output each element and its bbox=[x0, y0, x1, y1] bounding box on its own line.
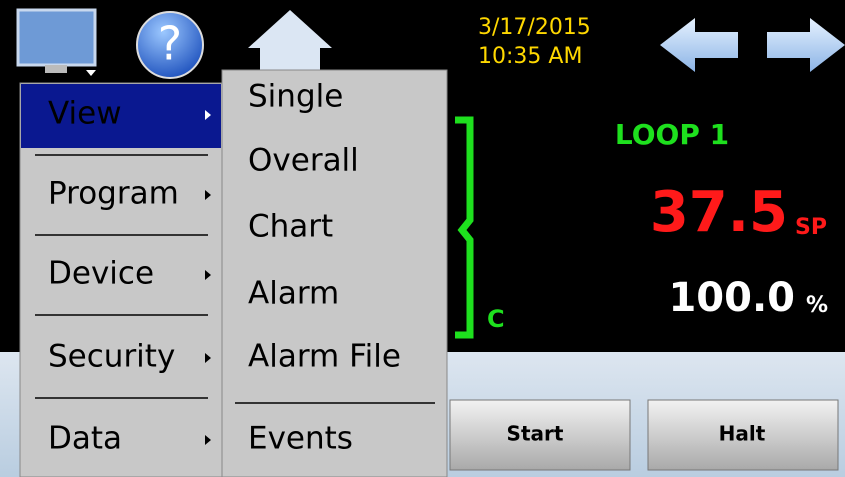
unit: C bbox=[487, 305, 505, 333]
menu-items: View Program Device Security Data bbox=[35, 96, 211, 457]
submenu-item[interactable]: Events bbox=[248, 421, 353, 457]
home-icon bbox=[248, 10, 332, 80]
menu-item[interactable]: View bbox=[48, 96, 122, 132]
submenu-arrow bbox=[205, 353, 211, 363]
button-label: Start bbox=[507, 422, 564, 446]
submenu-item[interactable]: Overall bbox=[248, 143, 359, 179]
bar-bracket bbox=[455, 116, 474, 339]
output: 100.0 bbox=[668, 275, 795, 321]
back-arrow[interactable] bbox=[660, 18, 738, 72]
help-circle bbox=[136, 11, 204, 79]
time: 10:35 AM bbox=[478, 44, 582, 69]
menu-panel bbox=[19, 82, 223, 477]
setpoint-label: SP bbox=[795, 215, 827, 240]
submenu-arrow bbox=[205, 270, 211, 280]
halt-button[interactable]: Halt bbox=[647, 399, 839, 471]
submenu-item[interactable]: Chart bbox=[248, 209, 333, 245]
menu-item[interactable]: Device bbox=[48, 256, 154, 292]
submenu-items: Single Overall Chart Alarm Alarm File Events bbox=[248, 79, 401, 457]
dropdown-arrow bbox=[86, 70, 96, 76]
submenu-item[interactable]: Alarm File bbox=[248, 339, 401, 375]
submenu-arrow bbox=[205, 435, 211, 445]
menu-highlight bbox=[21, 84, 221, 148]
monitor-stand bbox=[45, 65, 67, 73]
start-button[interactable]: Start bbox=[449, 399, 631, 471]
setpoint: 37.5 bbox=[650, 180, 788, 245]
monitor-icon[interactable] bbox=[16, 8, 97, 76]
output-unit: % bbox=[806, 293, 828, 318]
button-face bbox=[647, 399, 839, 471]
monitor-screen bbox=[16, 8, 97, 67]
submenu-panel bbox=[221, 69, 448, 477]
submenu-item[interactable]: Single bbox=[248, 79, 343, 115]
help-glyph: ? bbox=[158, 17, 182, 71]
button-face bbox=[449, 399, 631, 471]
home-button[interactable] bbox=[248, 10, 332, 80]
help-button[interactable]: ? bbox=[136, 11, 204, 79]
menu-item[interactable]: Security bbox=[48, 339, 175, 375]
menu-item[interactable]: Data bbox=[48, 421, 122, 457]
loop-title: LOOP 1 bbox=[615, 118, 729, 151]
submenu-item[interactable]: Alarm bbox=[248, 276, 339, 312]
forward-arrow[interactable] bbox=[767, 18, 845, 72]
button-label: Halt bbox=[719, 422, 766, 446]
menu-item[interactable]: Program bbox=[48, 176, 179, 212]
date: 3/17/2015 bbox=[478, 15, 591, 40]
submenu-arrow bbox=[205, 190, 211, 200]
submenu-arrow bbox=[205, 110, 211, 120]
